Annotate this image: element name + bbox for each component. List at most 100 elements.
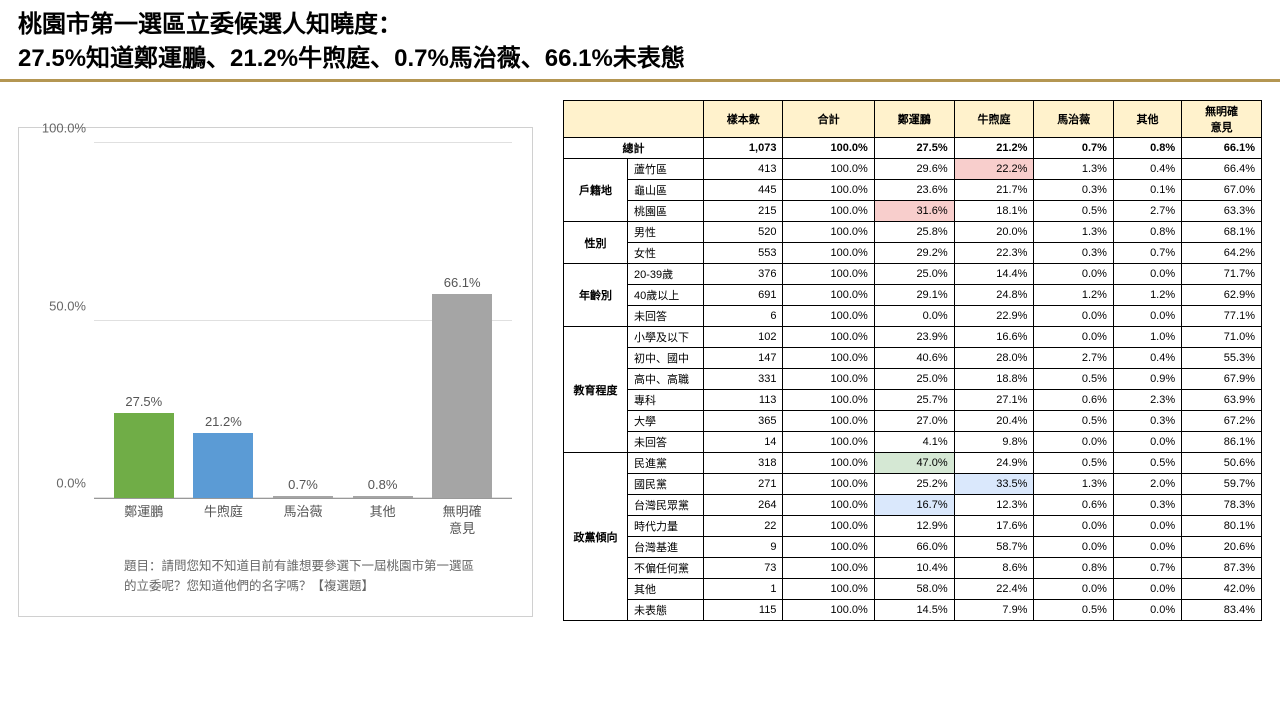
- data-cell: 0.8%: [1034, 558, 1113, 579]
- data-cell: 14: [704, 432, 783, 453]
- table-row: 龜山區445100.0%23.6%21.7%0.3%0.1%67.0%: [564, 180, 1262, 201]
- table-row: 40歲以上691100.0%29.1%24.8%1.2%1.2%62.9%: [564, 285, 1262, 306]
- sub-label: 台灣民眾黨: [628, 495, 704, 516]
- data-cell: 0.0%: [1034, 579, 1113, 600]
- data-cell: 0.7%: [1113, 558, 1181, 579]
- content-area: 0.0%50.0%100.0%27.5%21.2%0.7%0.8%66.1% 鄭…: [0, 82, 1280, 621]
- data-cell: 215: [704, 201, 783, 222]
- data-cell: 25.0%: [874, 369, 954, 390]
- x-axis-label: 馬治薇: [273, 504, 333, 538]
- data-cell: 0.0%: [1113, 516, 1181, 537]
- data-cell: 33.5%: [954, 474, 1034, 495]
- data-cell: 83.4%: [1182, 600, 1262, 621]
- data-cell: 691: [704, 285, 783, 306]
- data-cell: 4.1%: [874, 432, 954, 453]
- sub-label: 桃園區: [628, 201, 704, 222]
- sub-label: 時代力量: [628, 516, 704, 537]
- category-label: 性別: [564, 222, 628, 264]
- data-cell: 2.3%: [1113, 390, 1181, 411]
- data-cell: 0.0%: [1034, 537, 1113, 558]
- data-cell: 0.0%: [1113, 579, 1181, 600]
- title-line-2: 27.5%知道鄭運鵬、21.2%牛煦庭、0.7%馬治薇、66.1%未表態: [18, 45, 685, 72]
- y-axis-label: 100.0%: [42, 121, 94, 136]
- y-axis-label: 50.0%: [49, 298, 94, 313]
- data-cell: 271: [704, 474, 783, 495]
- total-label: 總計: [564, 138, 704, 159]
- bar-group: 66.1%: [432, 275, 492, 499]
- data-cell: 14.5%: [874, 600, 954, 621]
- data-cell: 365: [704, 411, 783, 432]
- table-row: 女性553100.0%29.2%22.3%0.3%0.7%64.2%: [564, 243, 1262, 264]
- data-cell: 0.9%: [1113, 369, 1181, 390]
- data-cell: 102: [704, 327, 783, 348]
- data-cell: 0.3%: [1113, 495, 1181, 516]
- data-cell: 24.9%: [954, 453, 1034, 474]
- column-header: 無明確意見: [1182, 101, 1262, 138]
- data-cell: 20.4%: [954, 411, 1034, 432]
- data-cell: 100.0%: [783, 579, 874, 600]
- data-cell: 23.6%: [874, 180, 954, 201]
- data-cell: 0.0%: [1113, 264, 1181, 285]
- data-cell: 553: [704, 243, 783, 264]
- data-cell: 0.0%: [1034, 306, 1113, 327]
- data-cell: 12.3%: [954, 495, 1034, 516]
- bar-value-label: 0.8%: [368, 477, 398, 492]
- bar-value-label: 66.1%: [444, 275, 481, 290]
- data-cell: 0.5%: [1034, 600, 1113, 621]
- data-cell: 7.9%: [954, 600, 1034, 621]
- data-cell: 29.1%: [874, 285, 954, 306]
- bar: [193, 433, 253, 499]
- sub-label: 20-39歲: [628, 264, 704, 285]
- data-cell: 0.5%: [1113, 453, 1181, 474]
- table-row: 其他1100.0%58.0%22.4%0.0%0.0%42.0%: [564, 579, 1262, 600]
- data-cell: 0.8%: [1113, 222, 1181, 243]
- data-cell: 18.8%: [954, 369, 1034, 390]
- bar: [273, 496, 333, 498]
- chart-plot-area: 0.0%50.0%100.0%27.5%21.2%0.7%0.8%66.1%: [94, 143, 512, 499]
- data-cell: 28.0%: [954, 348, 1034, 369]
- page-title: 桃園市第一選區立委候選人知曉度： 27.5%知道鄭運鵬、21.2%牛煦庭、0.7…: [18, 8, 1262, 75]
- data-cell: 87.3%: [1182, 558, 1262, 579]
- column-header: 合計: [783, 101, 874, 138]
- data-cell: 62.9%: [1182, 285, 1262, 306]
- column-header: 其他: [1113, 101, 1181, 138]
- data-cell: 2.7%: [1034, 348, 1113, 369]
- data-cell: 16.6%: [954, 327, 1034, 348]
- table-row: 教育程度小學及以下102100.0%23.9%16.6%0.0%1.0%71.0…: [564, 327, 1262, 348]
- table-row: 台灣基進9100.0%66.0%58.7%0.0%0.0%20.6%: [564, 537, 1262, 558]
- category-label: 年齡別: [564, 264, 628, 327]
- data-cell: 40.6%: [874, 348, 954, 369]
- data-cell: 413: [704, 159, 783, 180]
- data-cell: 100.0%: [783, 264, 874, 285]
- y-axis-label: 0.0%: [56, 476, 94, 491]
- data-cell: 6: [704, 306, 783, 327]
- data-cell: 0.3%: [1034, 180, 1113, 201]
- data-cell: 67.2%: [1182, 411, 1262, 432]
- x-axis-label: 鄭運鵬: [114, 504, 174, 538]
- data-cell: 445: [704, 180, 783, 201]
- data-cell: 0.0%: [1113, 537, 1181, 558]
- data-cell: 0.0%: [1113, 600, 1181, 621]
- data-cell: 2.0%: [1113, 474, 1181, 495]
- data-cell: 80.1%: [1182, 516, 1262, 537]
- sub-label: 蘆竹區: [628, 159, 704, 180]
- data-cell: 10.4%: [874, 558, 954, 579]
- data-cell: 520: [704, 222, 783, 243]
- table-row: 高中、高職331100.0%25.0%18.8%0.5%0.9%67.9%: [564, 369, 1262, 390]
- data-cell: 147: [704, 348, 783, 369]
- data-cell: 0.5%: [1034, 369, 1113, 390]
- data-cell: 73: [704, 558, 783, 579]
- bar: [353, 496, 413, 498]
- question-text: 題目：請問您知不知道目前有誰想要參選下一屆桃園市第一選區的立委呢？您知道他們的名…: [124, 556, 482, 596]
- data-cell: 100.0%: [783, 411, 874, 432]
- sub-label: 未表態: [628, 600, 704, 621]
- total-cell: 100.0%: [783, 138, 874, 159]
- table-row: 未表態115100.0%14.5%7.9%0.5%0.0%83.4%: [564, 600, 1262, 621]
- sub-label: 男性: [628, 222, 704, 243]
- sub-label: 高中、高職: [628, 369, 704, 390]
- data-cell: 71.0%: [1182, 327, 1262, 348]
- data-cell: 8.6%: [954, 558, 1034, 579]
- data-cell: 0.4%: [1113, 348, 1181, 369]
- data-cell: 78.3%: [1182, 495, 1262, 516]
- data-cell: 71.7%: [1182, 264, 1262, 285]
